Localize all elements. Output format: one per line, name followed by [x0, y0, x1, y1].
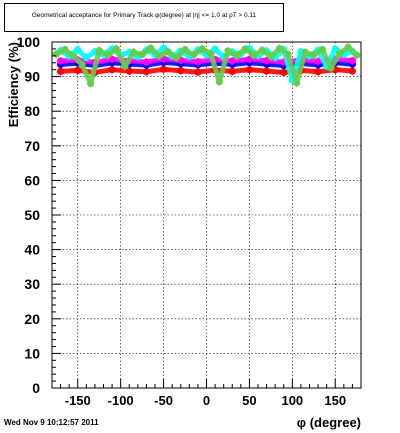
- timestamp-footer: Wed Nov 9 10:12:57 2011: [4, 418, 99, 427]
- data-point: [280, 68, 288, 77]
- data-point: [241, 45, 249, 53]
- data-point: [181, 46, 189, 54]
- x-tick-label: 150: [324, 393, 346, 408]
- y-tick-label: 80: [24, 103, 40, 119]
- data-point: [194, 58, 202, 66]
- data-point: [314, 68, 322, 76]
- data-point: [267, 52, 275, 61]
- data-point: [95, 47, 103, 55]
- data-point: [327, 64, 335, 72]
- series-band: [60, 66, 353, 75]
- data-point: [155, 52, 163, 60]
- y-tick-label: 30: [24, 276, 40, 292]
- y-tick-label: 50: [24, 207, 40, 223]
- data-point: [147, 44, 155, 52]
- x-tick-label: -100: [108, 393, 134, 408]
- data-point: [69, 52, 78, 60]
- y-tick-label: 90: [24, 69, 40, 85]
- y-axis-label: Efficiency (%): [6, 42, 21, 127]
- data-point: [211, 45, 219, 53]
- data-point: [52, 50, 60, 58]
- data-point: [142, 68, 151, 76]
- x-tick-label: -50: [154, 393, 173, 408]
- data-point: [74, 46, 82, 54]
- data-point: [190, 51, 198, 59]
- series-5: [52, 43, 361, 88]
- data-point: [56, 57, 65, 65]
- data-point: [275, 44, 284, 53]
- data-point: [82, 53, 90, 62]
- data-point: [228, 57, 236, 65]
- data-point: [353, 51, 361, 59]
- chart-title-box: Geometrical acceptance for Primary Track…: [4, 3, 284, 32]
- data-point: [228, 67, 236, 76]
- data-point: [232, 52, 241, 60]
- data-point: [177, 67, 185, 75]
- data-point: [207, 50, 215, 58]
- data-point: [215, 78, 223, 86]
- data-point: [164, 48, 172, 56]
- data-point: [129, 48, 138, 56]
- data-point: [331, 45, 339, 53]
- data-point: [224, 47, 232, 55]
- data-point: [348, 57, 357, 65]
- data-point: [258, 46, 266, 54]
- data-point: [250, 51, 258, 59]
- chart-title: Geometrical acceptance for Primary Track…: [31, 12, 257, 19]
- data-point: [245, 66, 254, 74]
- data-point: [121, 62, 129, 70]
- data-point: [61, 46, 69, 54]
- data-point: [108, 66, 116, 74]
- y-tick-label: 60: [24, 172, 40, 188]
- data-point: [125, 67, 133, 75]
- data-point: [142, 58, 151, 66]
- data-point: [318, 46, 326, 54]
- data-point: [159, 65, 168, 73]
- y-tick-label: 10: [24, 345, 40, 361]
- y-tick-label: 0: [32, 380, 40, 396]
- data-point: [172, 53, 181, 62]
- data-point: [87, 79, 95, 88]
- x-tick-label: 50: [242, 393, 256, 408]
- data-point: [335, 50, 344, 58]
- data-point: [262, 67, 271, 75]
- x-tick-label: 100: [281, 393, 303, 408]
- data-point: [293, 79, 301, 87]
- data-point: [198, 45, 206, 53]
- y-tick-label: 40: [24, 242, 40, 258]
- data-point: [284, 50, 292, 59]
- data-point: [138, 50, 146, 59]
- y-tick-label: 20: [24, 311, 40, 327]
- data-point: [348, 67, 357, 75]
- y-tick-label: 100: [17, 34, 41, 50]
- data-point: [104, 51, 112, 59]
- data-point: [74, 66, 82, 74]
- y-tick-label: 70: [24, 138, 40, 154]
- data-point: [112, 45, 120, 53]
- data-point: [310, 51, 318, 59]
- data-point: [344, 43, 352, 51]
- data-point: [314, 57, 322, 65]
- data-point: [78, 60, 86, 69]
- data-point: [194, 68, 202, 76]
- x-axis-label: φ (degree): [297, 415, 361, 430]
- x-tick-label: 0: [203, 393, 210, 408]
- series-band: [60, 56, 353, 65]
- data-point: [56, 67, 65, 76]
- data-point: [301, 48, 309, 56]
- x-tick-label: -150: [65, 393, 91, 408]
